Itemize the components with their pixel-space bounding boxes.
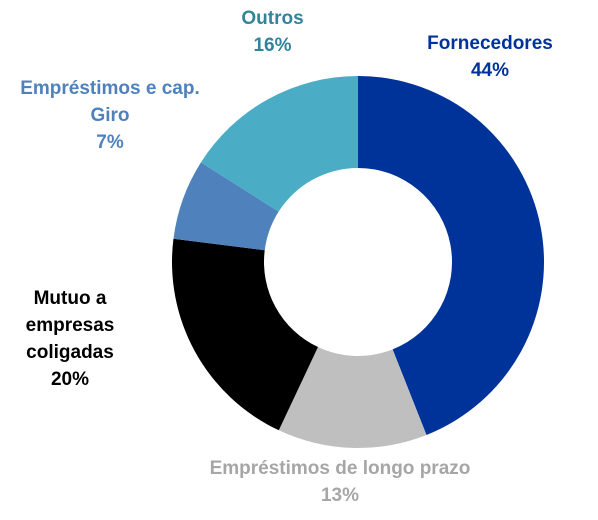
slice-label: Mutuo a empresas coligadas 20% xyxy=(0,285,140,393)
donut-slice xyxy=(172,238,318,431)
donut-slice xyxy=(173,162,279,251)
value-label: 7% xyxy=(96,132,124,153)
category-name: Mutuo a empresas coligadas xyxy=(25,288,115,363)
slice-label: Empréstimos de longo prazo 13% xyxy=(170,455,510,509)
slice-label: Outros 16% xyxy=(195,5,350,59)
donut-slice xyxy=(358,76,544,435)
donut-slice xyxy=(200,75,358,212)
category-name: Outros xyxy=(241,8,304,29)
value-label: 13% xyxy=(320,485,360,506)
slice-label: Fornecedores 44% xyxy=(405,30,575,84)
category-name: Empréstimos e cap. Giro xyxy=(20,78,200,126)
slice-label: Empréstimos e cap. Giro 7% xyxy=(15,75,205,156)
category-name: Fornecedores xyxy=(427,33,553,54)
category-name: Empréstimos de longo prazo xyxy=(209,458,471,479)
donut-slice xyxy=(278,347,427,448)
value-label: 16% xyxy=(253,35,292,56)
value-label: 20% xyxy=(50,369,90,390)
value-label: 44% xyxy=(470,60,510,81)
